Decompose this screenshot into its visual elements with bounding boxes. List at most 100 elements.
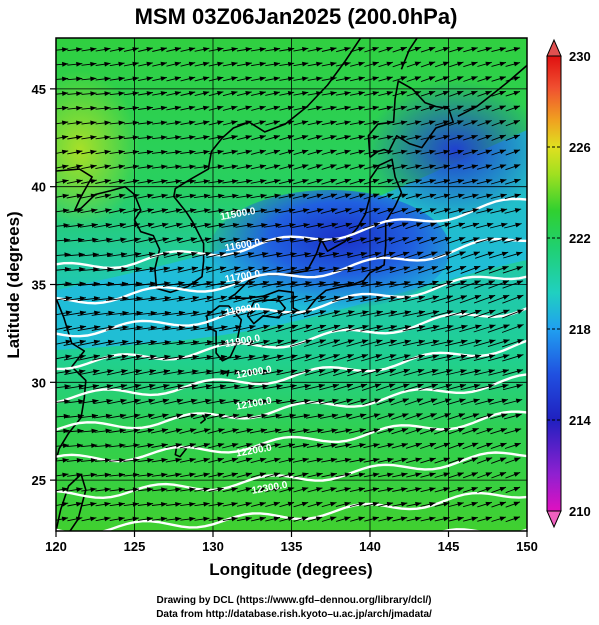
x-tick-label: 125 [124,539,146,554]
wind-vector [95,60,111,67]
wind-vector [476,455,494,464]
wind-vector [377,220,395,230]
wind-vector [291,397,311,405]
wind-vector [406,485,423,493]
wind-vector [191,264,213,273]
wind-vector [234,397,255,404]
wind-vector [233,353,256,361]
wind-vector [78,368,100,376]
wind-vector [135,397,156,405]
wind-vector [307,177,324,185]
wind-vector [487,352,511,362]
wind-vector [321,119,338,126]
wind-vector [319,236,339,243]
wind-vector [420,177,437,185]
wind-vector [56,251,71,258]
wind-vector [501,337,525,348]
wind-vector [489,221,508,229]
wind-vector [505,89,521,97]
wind-vector [152,134,168,141]
wind-vector [318,367,341,377]
wind-vector [95,486,112,493]
wind-vector [192,235,212,244]
wind-vector [95,46,111,52]
wind-vector [261,353,284,361]
wind-vector [247,279,270,288]
wind-vector [56,442,70,449]
wind-vector [218,308,242,317]
wind-vector [350,45,366,53]
wind-vector [67,90,83,97]
wind-vector [205,264,227,273]
wind-vector [236,163,253,170]
wind-vector [192,250,213,259]
wind-vector [332,308,356,317]
wind-vector [205,294,228,303]
wind-vector [449,59,465,68]
wind-vector [261,338,285,347]
wind-vector [263,236,283,243]
wind-vector [265,60,281,67]
wind-vector [109,60,126,67]
wind-vector [249,427,268,434]
wind-vector [279,162,295,170]
wind-vector [504,191,522,200]
wind-vector [362,426,381,434]
wind-vector [67,134,83,140]
wind-vector [446,264,468,274]
wind-vector [474,278,496,289]
wind-vector [176,353,200,360]
wind-vector [56,353,73,360]
wind-vector [477,133,493,141]
wind-vector [318,294,341,303]
wind-vector [320,442,338,448]
wind-vector [502,292,525,304]
wind-vector [136,412,155,420]
wind-vector [107,382,128,390]
wind-vector [504,221,523,229]
wind-vector [406,456,423,464]
wind-vector [221,207,240,214]
wind-vector [420,133,437,141]
wind-vector [447,220,466,229]
wind-vector [123,501,140,507]
wind-vector [56,192,70,199]
wind-vector [80,222,99,228]
wind-vector [137,457,154,463]
wind-vector [248,250,269,258]
wind-vector [459,337,483,347]
wind-vector [208,133,225,140]
wind-vector [275,337,299,347]
wind-vector [205,353,228,360]
wind-vector [279,46,295,52]
wind-vector [151,149,168,155]
wind-vector [235,221,254,228]
wind-vector [402,294,426,303]
wind-vector [321,147,338,155]
wind-vector [93,236,113,243]
wind-vector [350,514,366,522]
wind-vector [56,383,72,390]
wind-vector [91,309,115,316]
wind-vector [306,191,324,200]
wind-vector [350,60,366,67]
wind-vector [433,206,452,214]
wind-vector [307,75,323,82]
wind-vector [67,515,83,522]
wind-vector [179,178,197,184]
wind-vector [432,264,453,274]
wind-vector [109,501,126,507]
wind-vector [194,471,211,478]
colorbar-max-arrow [546,38,562,57]
wind-vector [80,457,98,463]
wind-vector [162,324,186,331]
wind-vector [56,515,69,522]
wind-vector [78,266,100,272]
wind-vector [179,456,197,463]
wind-vector [349,456,366,463]
wind-vector [194,134,210,140]
wind-vector [448,485,465,493]
wind-vector [388,294,412,303]
wind-vector [502,264,524,274]
wind-vector [293,118,309,126]
